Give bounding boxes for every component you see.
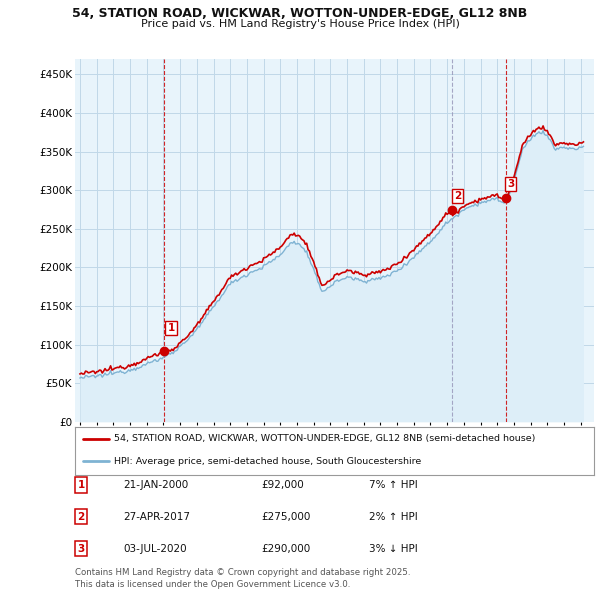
- Text: 3% ↓ HPI: 3% ↓ HPI: [369, 544, 418, 553]
- Text: 2% ↑ HPI: 2% ↑ HPI: [369, 512, 418, 522]
- Text: 3: 3: [77, 544, 85, 553]
- Text: Price paid vs. HM Land Registry's House Price Index (HPI): Price paid vs. HM Land Registry's House …: [140, 19, 460, 29]
- Text: 1: 1: [77, 480, 85, 490]
- Text: 27-APR-2017: 27-APR-2017: [123, 512, 190, 522]
- Text: 3: 3: [507, 179, 514, 189]
- Text: 1: 1: [167, 323, 175, 333]
- Text: 54, STATION ROAD, WICKWAR, WOTTON-UNDER-EDGE, GL12 8NB: 54, STATION ROAD, WICKWAR, WOTTON-UNDER-…: [73, 7, 527, 20]
- Text: HPI: Average price, semi-detached house, South Gloucestershire: HPI: Average price, semi-detached house,…: [114, 457, 421, 466]
- Text: Contains HM Land Registry data © Crown copyright and database right 2025.
This d: Contains HM Land Registry data © Crown c…: [75, 568, 410, 589]
- Text: 03-JUL-2020: 03-JUL-2020: [123, 544, 187, 553]
- Text: £275,000: £275,000: [261, 512, 310, 522]
- Text: 54, STATION ROAD, WICKWAR, WOTTON-UNDER-EDGE, GL12 8NB (semi-detached house): 54, STATION ROAD, WICKWAR, WOTTON-UNDER-…: [114, 434, 535, 443]
- Text: £290,000: £290,000: [261, 544, 310, 553]
- Text: 2: 2: [77, 512, 85, 522]
- Text: £92,000: £92,000: [261, 480, 304, 490]
- Text: 7% ↑ HPI: 7% ↑ HPI: [369, 480, 418, 490]
- Text: 21-JAN-2000: 21-JAN-2000: [123, 480, 188, 490]
- Text: 2: 2: [454, 191, 461, 201]
